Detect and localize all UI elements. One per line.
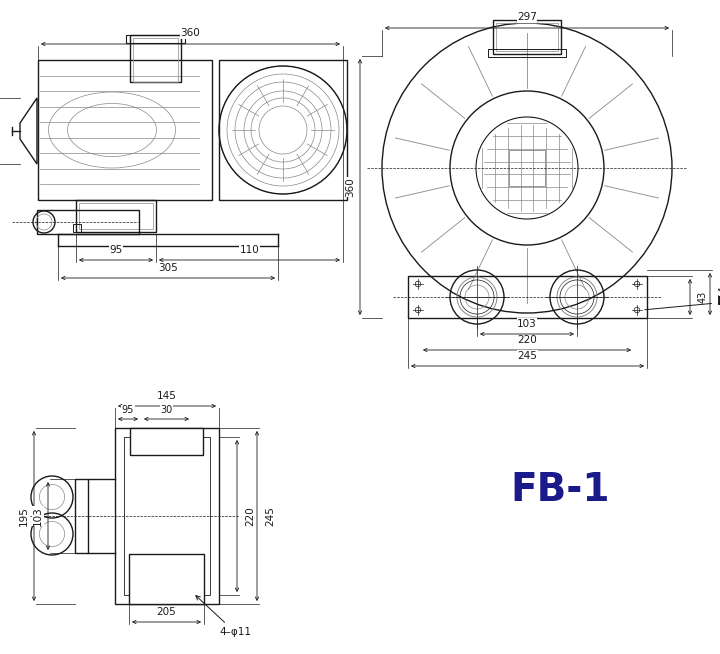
Bar [38, 60, 212, 200]
Bar [124, 437, 210, 595]
Bar [134, 432, 199, 451]
Text: 205: 205 [157, 607, 176, 617]
Text: 30: 30 [161, 405, 173, 415]
Text: 220: 220 [517, 335, 537, 345]
Text: 360: 360 [181, 28, 200, 38]
Text: 154: 154 [718, 284, 720, 304]
Text: 43: 43 [698, 291, 708, 303]
Bar [126, 35, 185, 43]
Text: 297: 297 [517, 12, 537, 22]
Text: 103: 103 [517, 319, 537, 329]
Text: 103: 103 [33, 506, 43, 526]
Bar [130, 35, 181, 82]
Bar [79, 203, 153, 229]
Bar [488, 49, 566, 57]
Text: FB-1: FB-1 [510, 471, 610, 509]
Text: 360: 360 [345, 177, 355, 197]
Bar [76, 200, 156, 232]
Text: 245: 245 [518, 351, 537, 361]
Text: 220: 220 [245, 506, 255, 526]
Text: 145: 145 [157, 391, 177, 401]
Bar [129, 554, 204, 604]
Bar [73, 224, 81, 232]
Text: 95: 95 [122, 405, 134, 415]
Bar [133, 38, 178, 82]
Bar [408, 276, 647, 318]
Bar [130, 428, 203, 455]
Bar [493, 20, 561, 54]
Text: 110: 110 [240, 245, 259, 255]
Text: 305: 305 [158, 263, 178, 273]
Text: 195: 195 [19, 506, 29, 526]
Text: 4–φ11: 4–φ11 [196, 596, 251, 637]
Bar [115, 428, 219, 604]
Bar [219, 60, 347, 200]
Text: PF1½: PF1½ [645, 295, 720, 310]
Text: 95: 95 [109, 245, 122, 255]
Bar [37, 210, 139, 234]
Bar [496, 23, 558, 51]
Bar [509, 150, 545, 186]
Bar [75, 479, 88, 553]
Text: 245: 245 [265, 506, 275, 526]
Bar [133, 558, 200, 600]
